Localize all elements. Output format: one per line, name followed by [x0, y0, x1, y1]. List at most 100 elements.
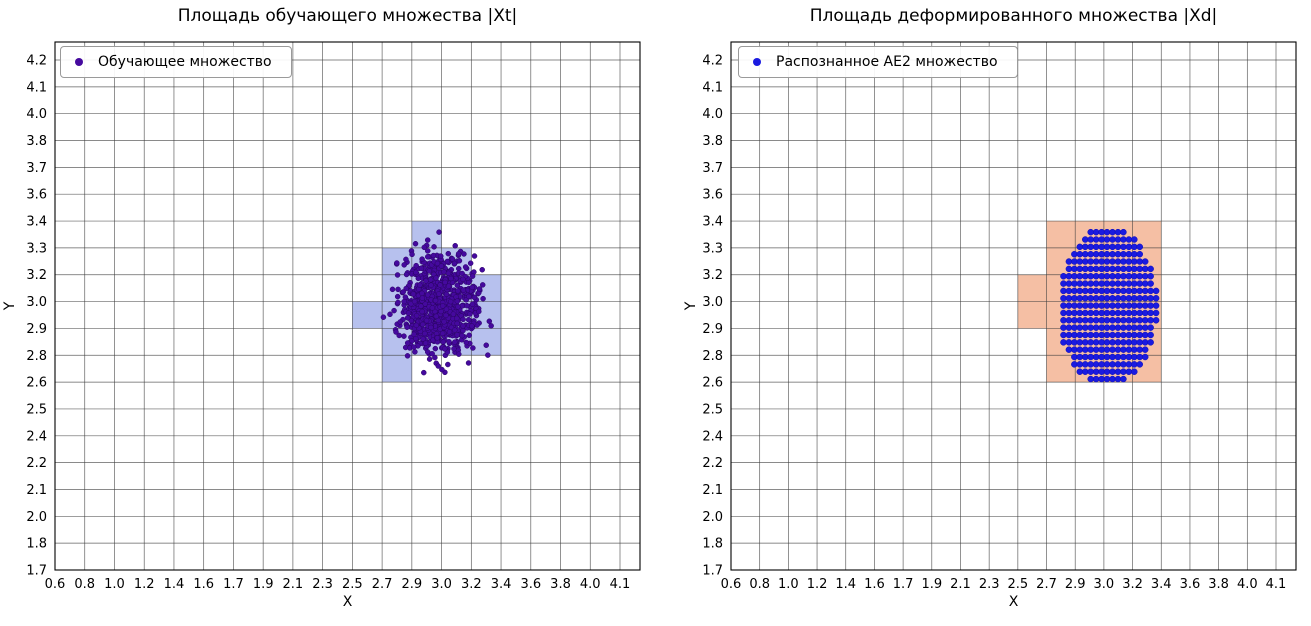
x-tick-label: 2.5: [1007, 577, 1028, 592]
scatter-point: [1071, 309, 1078, 317]
scatter-point: [1076, 243, 1084, 251]
x-tick-label: 2.3: [312, 577, 333, 592]
scatter-point: [1136, 302, 1143, 309]
scatter-point: [1076, 280, 1084, 287]
scatter-point: [441, 269, 447, 275]
y-tick-label: 4.0: [26, 107, 47, 122]
y-tick-label: 4.2: [26, 54, 47, 69]
scatter-point: [1087, 295, 1094, 302]
scatter-point: [1131, 324, 1138, 331]
scatter-point: [1147, 295, 1154, 302]
scatter-point: [1120, 265, 1127, 273]
scatter-point: [439, 303, 446, 309]
scatter-point: [1136, 280, 1143, 287]
scatter-point: [1087, 368, 1094, 375]
scatter-point: [1103, 309, 1111, 317]
scatter-point: [1076, 250, 1084, 258]
scatter-point: [1103, 228, 1111, 236]
scatter-point: [428, 282, 434, 288]
y-tick-label: 2.9: [702, 322, 723, 337]
scatter-point: [1092, 236, 1100, 243]
scatter-point: [1114, 346, 1122, 353]
highlight-cell: [352, 301, 383, 329]
scatter-point: [1152, 295, 1160, 302]
scatter-point: [412, 349, 418, 355]
x-tick-label: 4.0: [580, 577, 601, 592]
scatter-point: [1109, 295, 1116, 302]
scatter-point: [1103, 361, 1111, 368]
scatter-point: [1125, 317, 1133, 324]
scatter-point: [1125, 361, 1133, 368]
scatter-point: [1076, 317, 1084, 324]
scatter-point: [1131, 309, 1138, 317]
scatter-point: [434, 260, 441, 267]
scatter-point: [450, 311, 457, 317]
scatter-point: [1125, 353, 1133, 361]
scatter-point: [1060, 302, 1067, 309]
scatter-point: [454, 298, 461, 304]
scatter-point: [1141, 309, 1149, 317]
scatter-point: [454, 282, 461, 289]
scatter-point: [1065, 317, 1073, 324]
scatter-point: [389, 286, 396, 293]
scatter-point: [1109, 324, 1116, 331]
scatter-point: [1060, 339, 1067, 346]
scatter-point: [1087, 243, 1094, 251]
scatter-point: [454, 332, 461, 338]
scatter-point: [456, 258, 463, 264]
scatter-point: [1098, 287, 1105, 295]
scatter-point: [1141, 258, 1149, 265]
scatter-point: [1076, 324, 1084, 331]
scatter-point: [1098, 339, 1105, 346]
scatter-point: [1082, 368, 1089, 375]
x-tick-label: 2.9: [401, 577, 422, 592]
scatter-point: [438, 308, 444, 315]
scatter-point: [1087, 324, 1094, 331]
scatter-point: [467, 311, 473, 317]
scatter-point: [1114, 339, 1122, 346]
scatter-point: [1147, 324, 1154, 331]
scatter-point: [1076, 361, 1084, 368]
scatter-point: [419, 256, 425, 262]
scatter-point: [1092, 295, 1100, 302]
chart-title-deformed: Площадь деформированного множества |Xd|: [809, 6, 1218, 26]
scatter-point: [1109, 258, 1116, 265]
scatter-point: [1065, 295, 1073, 302]
scatter-point: [1147, 280, 1154, 287]
scatter-point: [404, 315, 411, 321]
scatter-point: [411, 298, 418, 305]
scatter-point: [1120, 295, 1127, 302]
x-tick-label: 3.4: [491, 577, 512, 592]
scatter-point: [1087, 346, 1094, 353]
scatter-point: [1082, 317, 1089, 324]
x-tick-label: 1.4: [835, 577, 856, 592]
chart-title-training: Площадь обучающего множества |Xt|: [177, 6, 518, 26]
scatter-point: [419, 308, 425, 315]
scatter-point: [445, 361, 451, 368]
scatter-point: [445, 270, 452, 277]
scatter-point: [1109, 250, 1116, 258]
scatter-point: [1098, 236, 1105, 243]
scatter-point: [1098, 368, 1105, 375]
scatter-point: [1125, 295, 1133, 302]
scatter-point: [1141, 331, 1149, 339]
scatter-point: [410, 291, 417, 297]
scatter-point: [455, 304, 461, 310]
scatter-point: [1082, 236, 1089, 243]
scatter-point: [1082, 361, 1089, 368]
scatter-point: [469, 301, 476, 307]
scatter-point: [1120, 228, 1127, 236]
scatter-point: [391, 307, 397, 314]
scatter-point: [1087, 339, 1094, 346]
scatter-point: [1060, 272, 1067, 280]
y-tick-label: 1.8: [26, 537, 47, 552]
scatter-point: [1136, 265, 1143, 273]
y-tick-label: 1.7: [702, 564, 723, 579]
scatter-point: [430, 252, 437, 259]
y-tick-label: 2.8: [26, 349, 47, 364]
y-tick-label: 2.2: [702, 456, 723, 471]
scatter-point: [1103, 272, 1111, 280]
legend-marker-icon: [75, 58, 83, 66]
scatter-point: [1082, 243, 1089, 251]
y-tick-label: 2.6: [702, 376, 723, 391]
